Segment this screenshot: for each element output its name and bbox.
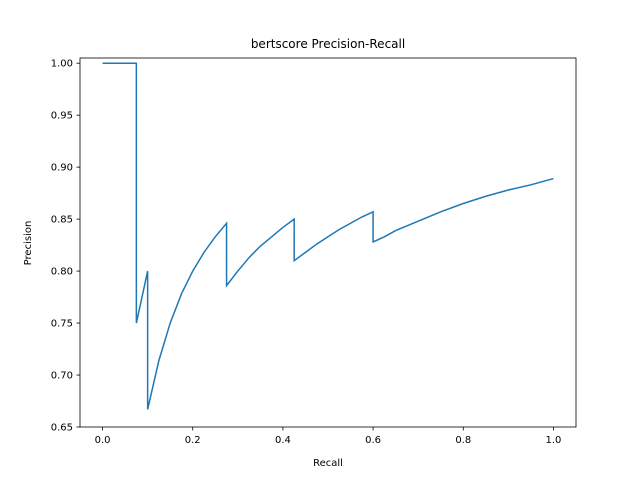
x-tick-label: 1.0 xyxy=(546,435,562,446)
x-tick-label: 0.6 xyxy=(365,435,381,446)
y-tick-label: 0.70 xyxy=(51,371,73,382)
plot-area xyxy=(102,62,554,410)
y-tick-label: 1.00 xyxy=(51,59,73,70)
axes-frame xyxy=(79,57,577,428)
y-axis-ticks: 0.65 0.70 0.75 0.80 0.85 0.90 0.95 1.00 xyxy=(51,59,80,434)
series-line-bertscore xyxy=(102,62,554,410)
y-axis-label: Precision xyxy=(23,221,34,266)
y-tick-label: 0.95 xyxy=(51,111,73,122)
chart-title: bertscore Precision-Recall xyxy=(251,37,405,51)
x-tick-label: 0.4 xyxy=(275,435,291,446)
x-axis-label: Recall xyxy=(313,458,343,469)
y-tick-label: 0.90 xyxy=(51,163,73,174)
x-tick-label: 0.0 xyxy=(95,435,111,446)
y-tick-label: 0.65 xyxy=(51,423,73,434)
y-tick-label: 0.85 xyxy=(51,215,73,226)
x-tick-label: 0.2 xyxy=(185,435,201,446)
y-tick-label: 0.80 xyxy=(51,267,73,278)
y-tick-label: 0.75 xyxy=(51,319,73,330)
x-axis-ticks: 0.0 0.2 0.4 0.6 0.8 1.0 xyxy=(95,427,562,446)
x-tick-label: 0.8 xyxy=(455,435,471,446)
